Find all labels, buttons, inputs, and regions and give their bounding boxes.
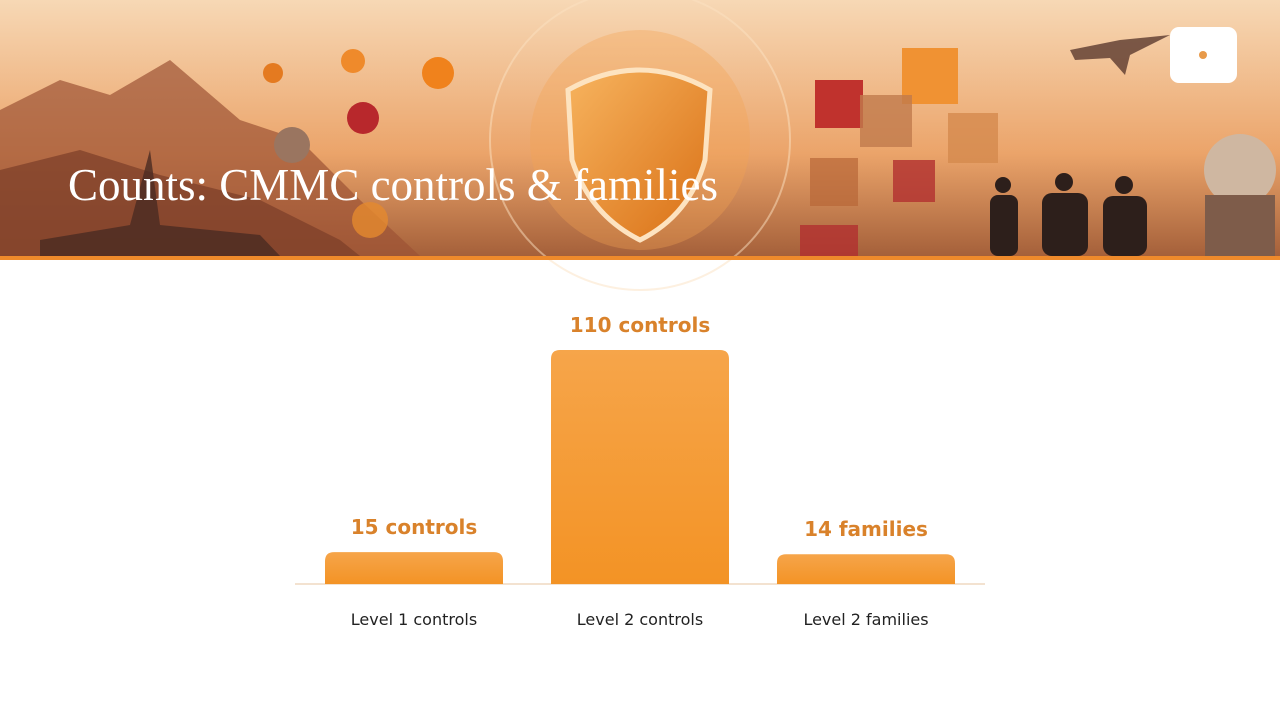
banner — [0, 0, 1280, 291]
bar — [325, 552, 503, 584]
x-tick-label: Level 2 families — [803, 610, 928, 629]
slide-title: Counts: CMMC controls & families — [68, 160, 718, 210]
value-label: 14 families — [804, 517, 928, 541]
bar — [777, 554, 955, 584]
bar — [551, 350, 729, 584]
value-label: 15 controls — [351, 515, 478, 539]
value-label: 110 controls — [570, 313, 710, 337]
logo-mark — [1199, 51, 1207, 59]
x-tick-label: Level 2 controls — [577, 610, 703, 629]
x-tick-label: Level 1 controls — [351, 610, 477, 629]
